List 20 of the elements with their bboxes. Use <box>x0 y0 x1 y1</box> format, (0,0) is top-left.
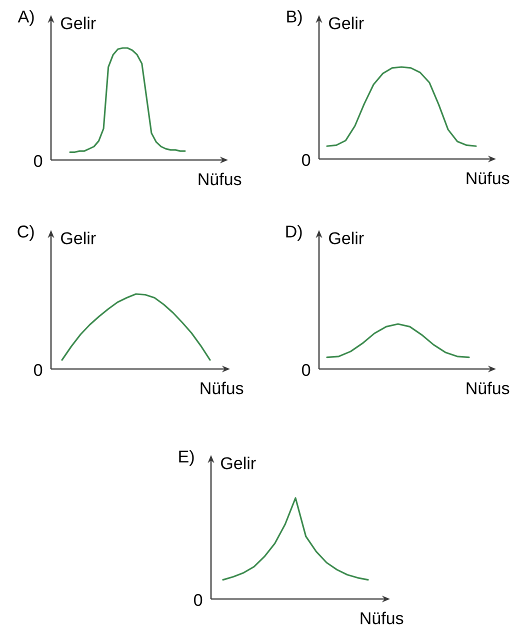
x-axis-title: Nüfus <box>360 612 404 624</box>
chart-title: B) <box>287 10 302 26</box>
chart-title: A) <box>18 10 34 26</box>
y-axis-title: Gelir <box>329 16 364 30</box>
y-axis-title: Gelir <box>61 232 96 244</box>
chart-title: D) <box>286 225 302 241</box>
chart-title: E) <box>179 450 194 466</box>
y-axis-title: Gelir <box>329 232 364 244</box>
y-axis-title: Gelir <box>221 456 256 470</box>
text: 0 <box>302 364 310 376</box>
text: 0 <box>34 364 42 376</box>
text: 0 <box>34 154 42 168</box>
x-axis-title: Nüfus <box>198 172 242 186</box>
text: 0 <box>302 154 310 166</box>
x-axis-title: Nüfus <box>466 172 510 184</box>
text: 0 <box>194 594 202 606</box>
x-axis-title: Nüfus <box>466 382 510 394</box>
y-axis-title: Gelir <box>61 16 96 30</box>
x-axis-title: Nüfus <box>200 382 244 394</box>
chart-title: C) <box>18 225 34 241</box>
